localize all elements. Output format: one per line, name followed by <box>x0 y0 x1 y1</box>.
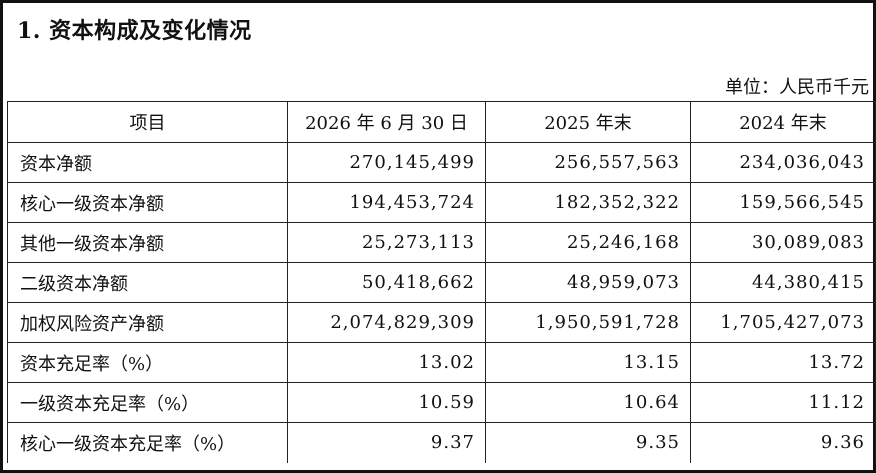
table-row: 资本充足率（%） 13.02 13.15 13.72 <box>7 342 876 383</box>
row-label: 一级资本充足率（%） <box>7 382 288 423</box>
row-label: 二级资本净额 <box>7 262 288 303</box>
cell-value: 9.37 <box>287 422 486 463</box>
cell-value: 30,089,083 <box>690 222 876 263</box>
table-row: 核心一级资本充足率（%） 9.37 9.35 9.36 <box>7 422 876 463</box>
row-label: 资本净额 <box>7 142 288 183</box>
table-row: 一级资本充足率（%） 10.59 10.64 11.12 <box>7 382 876 423</box>
table-row: 其他一级资本净额 25,273,113 25,246,168 30,089,08… <box>7 222 876 263</box>
cell-value: 25,273,113 <box>287 222 486 263</box>
cell-value: 159,566,545 <box>690 182 876 223</box>
cell-value: 182,352,322 <box>485 182 691 223</box>
table-row: 二级资本净额 50,418,662 48,959,073 44,380,415 <box>7 262 876 303</box>
header-item: 项目 <box>7 101 288 143</box>
cell-value: 234,036,043 <box>690 142 876 183</box>
cell-value: 194,453,724 <box>287 182 486 223</box>
cell-value: 270,145,499 <box>287 142 486 183</box>
cell-value: 1,705,427,073 <box>690 302 876 343</box>
row-label: 其他一级资本净额 <box>7 222 288 263</box>
table-row: 加权风险资产净额 2,074,829,309 1,950,591,728 1,7… <box>7 302 876 343</box>
header-2026-jun-30: 2026 年 6 月 30 日 <box>287 101 486 143</box>
cell-value: 48,959,073 <box>485 262 691 303</box>
cell-value: 9.35 <box>485 422 691 463</box>
table-header-row: 项目 2026 年 6 月 30 日 2025 年末 2024 年末 <box>7 101 876 143</box>
cell-value: 25,246,168 <box>485 222 691 263</box>
row-label: 加权风险资产净额 <box>7 302 288 343</box>
table-row: 资本净额 270,145,499 256,557,563 234,036,043 <box>7 142 876 183</box>
cell-value: 10.64 <box>485 382 691 423</box>
row-label: 核心一级资本充足率（%） <box>7 422 288 463</box>
cell-value: 11.12 <box>690 382 876 423</box>
row-label: 资本充足率（%） <box>7 342 288 383</box>
cell-value: 13.15 <box>485 342 691 383</box>
cell-value: 13.02 <box>287 342 486 383</box>
section-title: 1. 资本构成及变化情况 <box>17 18 252 44</box>
cell-value: 50,418,662 <box>287 262 486 303</box>
cell-value: 2,074,829,309 <box>287 302 486 343</box>
cell-value: 44,380,415 <box>690 262 876 303</box>
cell-value: 13.72 <box>690 342 876 383</box>
table-row: 核心一级资本净额 194,453,724 182,352,322 159,566… <box>7 182 876 223</box>
capital-table: 项目 2026 年 6 月 30 日 2025 年末 2024 年末 资本净额 … <box>7 101 876 463</box>
cell-value: 256,557,563 <box>485 142 691 183</box>
row-label: 核心一级资本净额 <box>7 182 288 223</box>
cell-value: 10.59 <box>287 382 486 423</box>
header-2025-end: 2025 年末 <box>485 101 691 143</box>
unit-label: 单位：人民币千元 <box>725 77 869 98</box>
header-2024-end: 2024 年末 <box>690 101 876 143</box>
cell-value: 1,950,591,728 <box>485 302 691 343</box>
cell-value: 9.36 <box>690 422 876 463</box>
